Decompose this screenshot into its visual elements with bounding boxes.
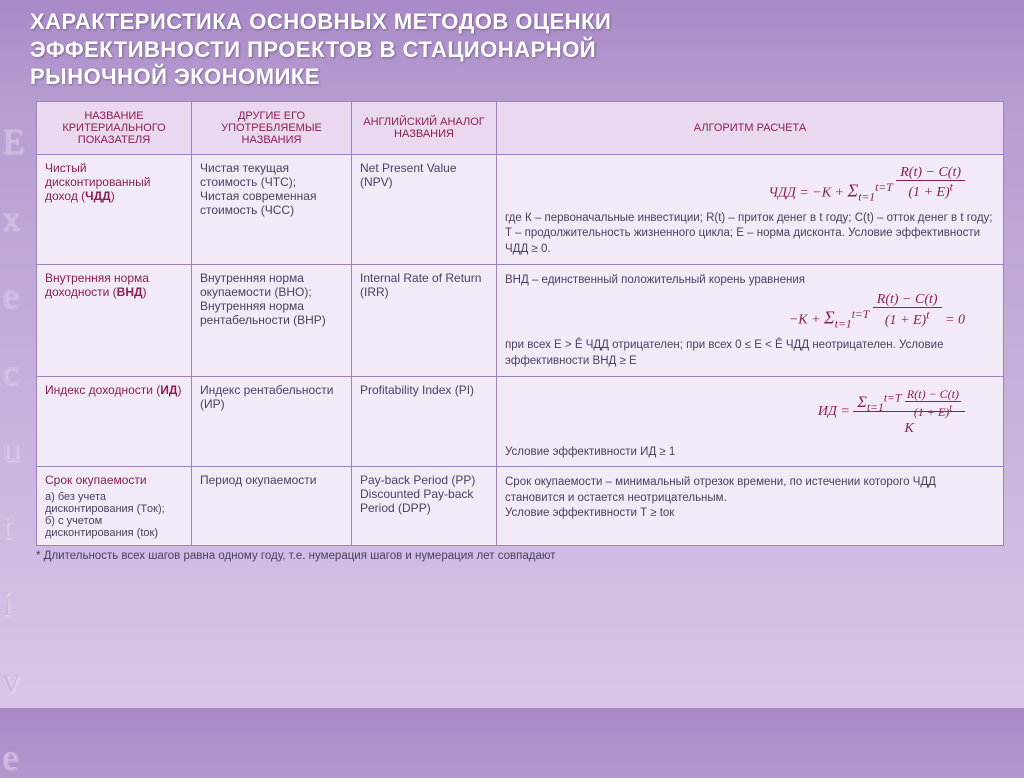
methods-table-wrap: НАЗВАНИЕ КРИТЕРИАЛЬНОГО ПОКАЗАТЕЛЯ ДРУГИ… [36,101,1004,547]
title-line: ХАРАКТЕРИСТИКА ОСНОВНЫХ МЕТОДОВ ОЦЕНКИ [30,8,994,36]
sidebar-letter: E [2,120,24,162]
title-line: РЫНОЧНОЙ ЭКОНОМИКЕ [30,63,994,91]
col-header-english: АНГЛИЙСКИЙ АНАЛОГ НАЗВАНИЯ [352,101,497,154]
cell-algorithm: ИД = Σt=1t=T R(t) − C(t)(1 + E)tKУсловие… [497,376,1004,467]
sidebar-letter: v [2,659,24,701]
cell-english: Profitability Index (PI) [352,376,497,467]
cell-english: Net Present Value (NPV) [352,154,497,264]
methods-table: НАЗВАНИЕ КРИТЕРИАЛЬНОГО ПОКАЗАТЕЛЯ ДРУГИ… [36,101,1004,547]
col-header-othernames: ДРУГИЕ ЕГО УПОТРЕБЛЯЕМЫЕ НАЗВАНИЯ [192,101,352,154]
sidebar-letter: i [2,582,24,624]
table-row: Внутренняя норма доходности (ВНД)Внутрен… [37,264,1004,376]
cell-other-names: Индекс рентабельности (ИР) [192,376,352,467]
table-row: Чистый дисконтированный доход (ЧДД)Чиста… [37,154,1004,264]
sidebar-letter: e [2,274,24,316]
footnote: * Длительность всех шагов равна одному г… [36,550,1004,562]
sidebar-letter: t [2,505,24,547]
cell-algorithm: Срок окупаемости – минимальный отрезок в… [497,467,1004,546]
col-header-name: НАЗВАНИЕ КРИТЕРИАЛЬНОГО ПОКАЗАТЕЛЯ [37,101,192,154]
cell-criterion-name: Чистый дисконтированный доход (ЧДД) [37,154,192,264]
sidebar-letter: e [2,736,24,778]
cell-other-names: Период окупаемости [192,467,352,546]
cell-criterion-name: Срок окупаемостиа) без учета дисконтиров… [37,467,192,546]
cell-english: Pay-back Period (PP) Discounted Pay-back… [352,467,497,546]
col-header-algorithm: АЛГОРИТМ РАСЧЕТА [497,101,1004,154]
cell-other-names: Внутренняя норма окупаемости (ВНО); Внут… [192,264,352,376]
sidebar-letter: x [2,197,24,239]
page-title: ХАРАКТЕРИСТИКА ОСНОВНЫХ МЕТОДОВ ОЦЕНКИ Э… [0,0,1024,101]
cell-english: Internal Rate of Return (IRR) [352,264,497,376]
cell-algorithm: ЧДД = −K + Σt=1t=T R(t) − C(t)(1 + E)tгд… [497,154,1004,264]
sidebar-letters: E x e c u t i v e [2,120,24,778]
cell-criterion-name: Внутренняя норма доходности (ВНД) [37,264,192,376]
title-line: ЭФФЕКТИВНОСТИ ПРОЕКТОВ В СТАЦИОНАРНОЙ [30,36,994,64]
table-row: Индекс доходности (ИД)Индекс рентабельно… [37,376,1004,467]
sidebar-letter: u [2,428,24,470]
sidebar-letter: c [2,351,24,393]
cell-other-names: Чистая текущая стоимость (ЧТС); Чистая с… [192,154,352,264]
cell-criterion-name: Индекс доходности (ИД) [37,376,192,467]
cell-algorithm: ВНД – единственный положительный корень … [497,264,1004,376]
table-row: Срок окупаемостиа) без учета дисконтиров… [37,467,1004,546]
